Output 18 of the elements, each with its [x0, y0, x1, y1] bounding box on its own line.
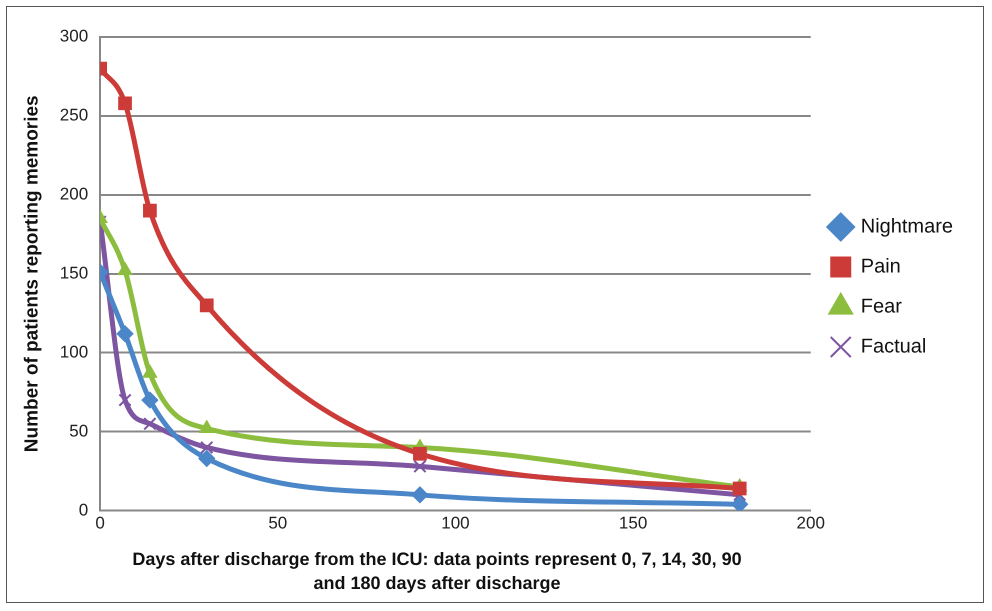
y-tick-label: 300	[60, 26, 88, 46]
legend-label: Pain	[860, 256, 901, 278]
legend-label: Factual	[860, 336, 926, 358]
x-tick-label: 200	[796, 513, 825, 532]
x-axis-title: Days after discharge from the ICU: data points represent 0, 7, 14, 30, 90 and 180 days after discharge	[131, 548, 743, 595]
legend-label: Nightmare	[860, 216, 954, 238]
y-axis-title: Number of patients reporting memories	[22, 95, 43, 452]
x-tick-label: 150	[618, 513, 648, 532]
x-tick-label: 100	[441, 513, 470, 532]
x-tick-label: 50	[268, 513, 288, 532]
y-tick-label: 150	[60, 263, 88, 282]
y-tick-label: 0	[78, 500, 88, 520]
y-tick-label: 250	[60, 106, 88, 125]
y-tick-label: 100	[60, 342, 88, 362]
y-tick-label: 200	[60, 184, 88, 204]
y-tick-label: 50	[69, 421, 88, 440]
legend-label: Fear	[860, 296, 902, 318]
x-tick-label: 0	[95, 513, 105, 532]
